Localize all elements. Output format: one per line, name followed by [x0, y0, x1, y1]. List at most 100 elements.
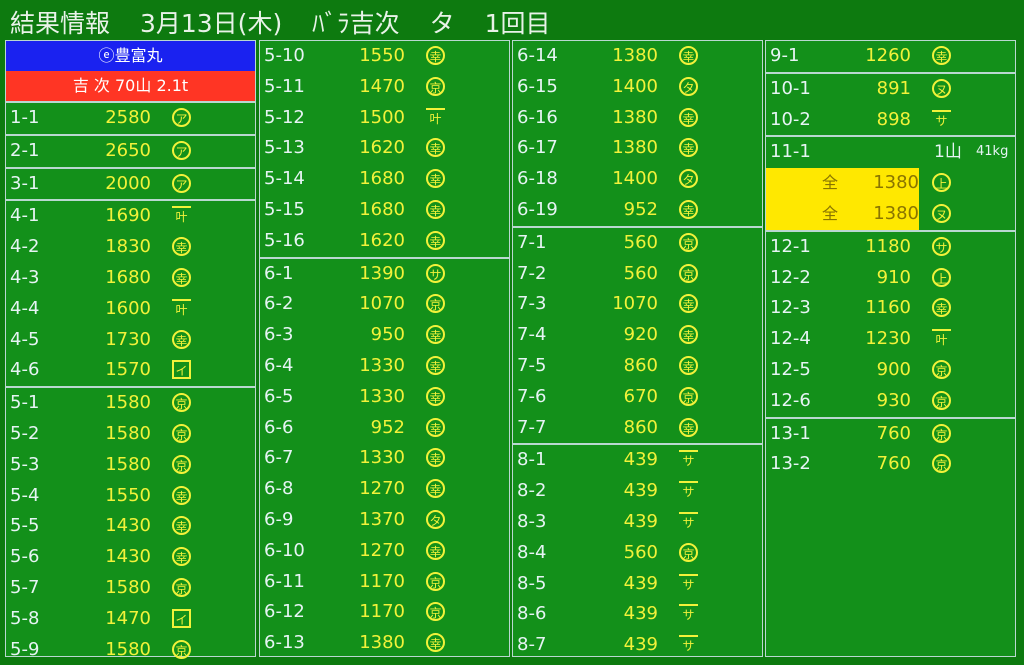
price: 1380	[612, 45, 658, 66]
lot-number: 6-14	[517, 45, 558, 66]
ta-mark-icon: タ	[426, 509, 445, 529]
kyo-mark-icon: 京	[932, 359, 951, 379]
result-row: 5-7 1580 京	[6, 573, 255, 604]
lot-number: 7-5	[517, 354, 547, 376]
kou-mark-icon: 幸	[172, 547, 191, 567]
result-row: 8-2 439 サ	[513, 476, 762, 507]
price: 920	[623, 324, 658, 346]
lot-number: 5-15	[264, 198, 305, 220]
kou-mark-icon: 幸	[426, 417, 445, 437]
result-row: 6-17 1380 幸	[513, 133, 762, 164]
price: 1230	[865, 328, 911, 350]
i-mark-icon: イ	[172, 608, 191, 628]
kyo-mark-icon: 京	[426, 571, 445, 591]
lot-number: 5-14	[264, 168, 305, 190]
result-row: 8-7 439 サ	[513, 630, 762, 661]
lot-number: 5-9	[10, 638, 40, 660]
kyo-mark-icon: 京	[932, 423, 951, 443]
price: 1400	[612, 75, 658, 97]
price: 1400	[612, 168, 658, 190]
result-row: 12-4 1230 叶	[766, 324, 1015, 355]
price: 760	[876, 422, 911, 444]
lot-group: 4-1 1690 叶 4-2 1830 幸 4-3 1680 幸 4-4 1600 叶 4-5 1730 幸…	[6, 199, 255, 386]
result-row: 6-11 1170 京	[260, 567, 509, 598]
price: 560	[623, 262, 658, 284]
lot-number: 1-1	[10, 107, 40, 128]
kyo-mark-icon: 京	[679, 232, 698, 252]
lot-number: 6-2	[264, 293, 294, 315]
result-row: 5-13 1620 幸	[260, 133, 509, 164]
result-row: 5-16 1620 幸	[260, 226, 509, 257]
result-row: 5-10 1550 幸	[260, 41, 509, 72]
lot-number: 4-3	[10, 266, 40, 288]
result-row: 6-13 1380 幸	[260, 628, 509, 659]
price: 891	[876, 77, 911, 99]
lot-number: 6-3	[264, 324, 294, 346]
lot-number: 5-5	[10, 515, 40, 537]
item-label: ﾊﾞﾗ吉次	[312, 9, 400, 38]
lot-number: 5-16	[264, 229, 305, 251]
kyo-mark-icon: 京	[172, 393, 191, 413]
kou-mark-icon: 幸	[426, 479, 445, 499]
result-row: 8-6 439 サ	[513, 599, 762, 630]
result-row: 12-2 910 上	[766, 263, 1015, 294]
kyo-mark-icon: 京	[172, 639, 191, 659]
lot-number: 8-3	[517, 510, 547, 532]
kou-mark-icon: 幸	[426, 540, 445, 560]
kou-mark-icon: 幸	[172, 237, 191, 257]
price: 439	[623, 480, 658, 502]
lot-number: 4-5	[10, 328, 40, 350]
result-row: 5-4 1550 幸	[6, 481, 255, 512]
price: 560	[623, 541, 658, 563]
lot-number: 3-1	[10, 172, 40, 194]
lot-group: 1-1 2580 ア	[6, 101, 255, 134]
price: 1600	[105, 297, 151, 319]
price: 1580	[105, 453, 151, 475]
session-label: タ	[429, 9, 455, 38]
ta-mark-icon: タ	[679, 169, 698, 189]
kou-mark-icon: 幸	[426, 46, 445, 65]
result-row: 5-8 1470 イ	[6, 604, 255, 635]
result-row: 2-1 2650 ア	[6, 136, 255, 167]
result-row: 5-15 1680 幸	[260, 195, 509, 226]
price: 900	[876, 358, 911, 380]
kou-mark-icon: 幸	[172, 329, 191, 349]
lot-number: 5-2	[10, 422, 40, 444]
result-row: 6-18 1400 タ	[513, 164, 762, 195]
lot-group: 3-1 2000 ア	[6, 166, 255, 200]
round-label: 1回目	[484, 9, 551, 38]
price: 1390	[359, 262, 405, 284]
result-row: 5-6 1430 幸	[6, 542, 255, 573]
result-row: 6-9 1370 タ	[260, 505, 509, 536]
lot-number: 6-12	[264, 601, 305, 623]
price: 1550	[359, 45, 405, 66]
result-row: 12-3 1160 幸	[766, 293, 1015, 324]
price: 1680	[105, 266, 151, 288]
result-row: 11-1 1山 41kg	[766, 137, 1015, 168]
price: 439	[623, 603, 658, 625]
result-column: 6-14 1380 幸 6-15 1400 タ 6-16 1380 幸 6-17 1380 幸 6-18…	[512, 40, 763, 657]
kou-mark-icon: 幸	[932, 46, 951, 65]
nu-mark-icon: ヌ	[932, 203, 951, 223]
lot-number: 7-2	[517, 262, 547, 284]
lot-number: 5-11	[264, 75, 305, 97]
price: 1330	[359, 385, 405, 407]
result-row: 4-5 1730 幸	[6, 325, 255, 356]
lot-number: 13-1	[770, 422, 811, 444]
sa-mark-icon: サ	[426, 263, 445, 283]
lot-number: 6-5	[264, 385, 294, 407]
lot-number: 12-2	[770, 266, 811, 288]
lot-number: 12-1	[770, 235, 811, 257]
price: 1160	[865, 297, 911, 319]
kou-mark-icon: 幸	[172, 267, 191, 287]
price: 1330	[359, 354, 405, 376]
result-row: 全 1380 ヌ	[766, 198, 951, 230]
lot-number: 6-18	[517, 168, 558, 190]
price: 1370	[359, 508, 405, 530]
kou-mark-icon: 幸	[679, 46, 698, 65]
price: 439	[623, 572, 658, 594]
result-row: 6-4 1330 幸	[260, 351, 509, 382]
result-row: 5-2 1580 京	[6, 419, 255, 450]
kou-mark-icon: 幸	[426, 230, 445, 250]
box-count: 1山	[934, 142, 962, 163]
